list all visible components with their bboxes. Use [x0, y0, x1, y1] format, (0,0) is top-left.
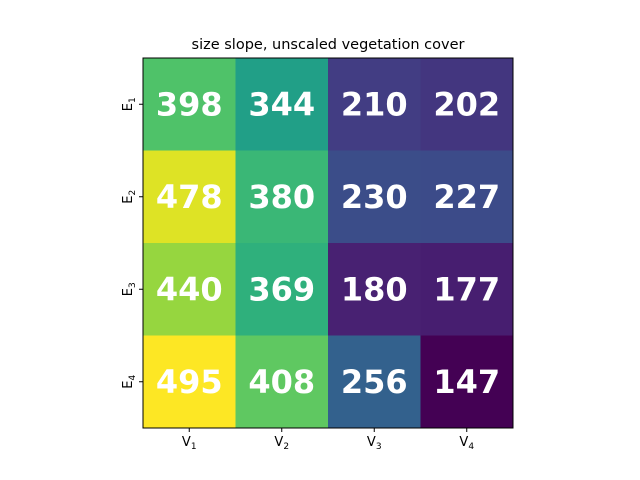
cell-value-label: 147 [433, 363, 500, 401]
y-tick-label: E1 [121, 97, 138, 111]
cell-value-label: 180 [341, 270, 408, 308]
cell-value-label: 380 [248, 178, 315, 216]
cell-value-label: 202 [433, 85, 500, 123]
cell-value-label: 440 [156, 270, 223, 308]
y-tick-label: E3 [121, 282, 138, 296]
x-tick-label: V1 [182, 435, 197, 452]
x-tick-label: V3 [367, 435, 382, 452]
heatmap-cell [143, 243, 236, 336]
cell-value-label: 369 [248, 270, 315, 308]
cell-value-labels: 398 344 210 202 478 380 230 227 440 369 180 177 495 4… [156, 85, 500, 401]
heatmap-cell [143, 58, 236, 151]
x-tick-label: V4 [459, 435, 474, 452]
cell-value-label: 408 [248, 363, 315, 401]
cell-value-label: 398 [156, 85, 223, 123]
heatmap-cell [143, 335, 236, 429]
cell-value-label: 495 [156, 363, 223, 401]
heatmap-cell [235, 150, 329, 244]
chart-title: size slope, unscaled vegetation cover [192, 37, 465, 53]
cell-value-label: 210 [341, 85, 408, 123]
y-tick-label: E4 [121, 375, 138, 389]
heatmap-cell [328, 335, 421, 429]
cell-value-label: 177 [433, 270, 500, 308]
heatmap-cell [420, 243, 514, 336]
heatmap-cell [420, 150, 514, 244]
cell-value-label: 344 [248, 85, 315, 123]
cell-value-label: 230 [341, 178, 408, 216]
heatmap-cell [420, 335, 514, 429]
cell-value-label: 478 [156, 178, 223, 216]
y-tick-label: E2 [121, 190, 138, 204]
heatmap-cell [235, 335, 329, 429]
cell-value-label: 256 [341, 363, 408, 401]
heatmap-cell [328, 150, 421, 244]
heatmap-cells [143, 58, 514, 429]
plot-frame [142, 57, 514, 429]
heatmap-cell [235, 243, 329, 336]
heatmap-cell [328, 58, 421, 151]
cell-value-label: 227 [433, 178, 500, 216]
y-axis-ticks: E1 E2 E3 E4 [121, 97, 143, 389]
heatmap-cell [235, 58, 329, 151]
x-axis-ticks: V1 V2 V3 V4 [182, 428, 474, 452]
heatmap-cell [328, 243, 421, 336]
x-tick-label: V2 [274, 435, 289, 452]
heatmap-cell [420, 58, 514, 151]
heatmap-cell [143, 150, 236, 244]
